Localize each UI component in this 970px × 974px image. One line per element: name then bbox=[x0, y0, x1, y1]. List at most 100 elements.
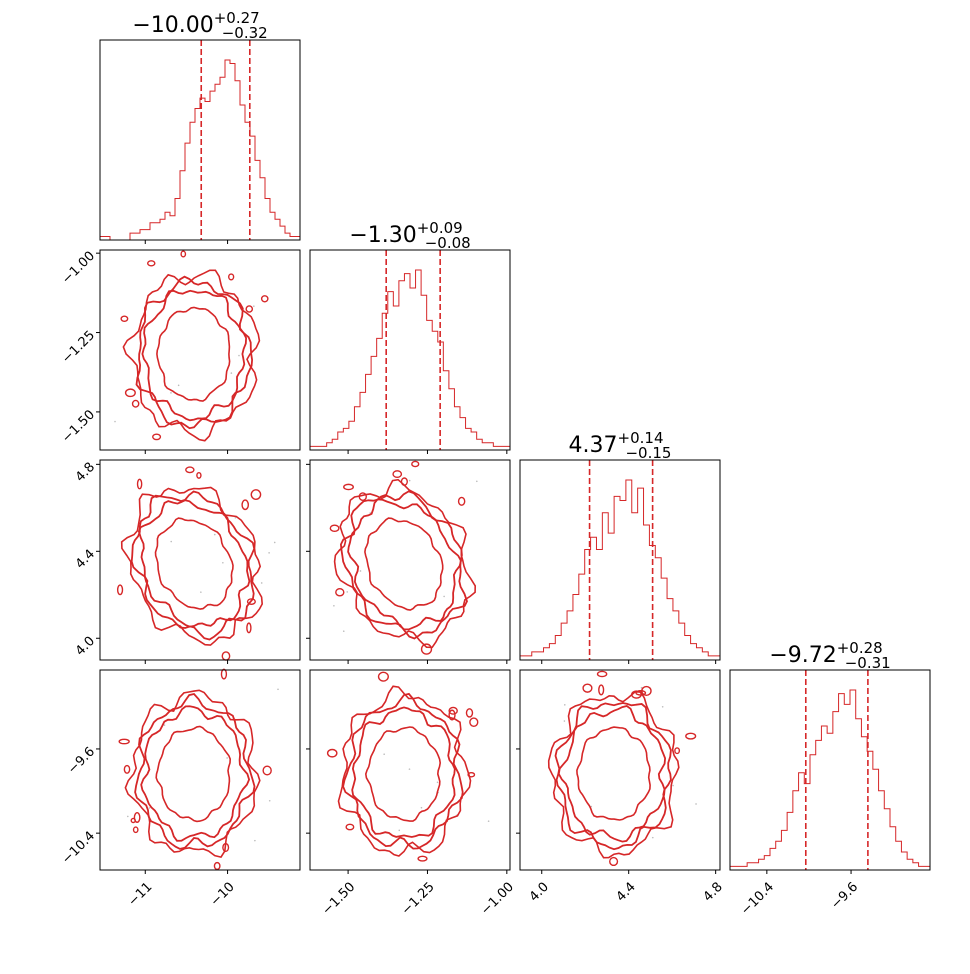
y-tick-label: −1.00 bbox=[59, 249, 98, 288]
contour-level-1 bbox=[137, 499, 251, 628]
contour-level-1 bbox=[347, 498, 462, 631]
panel-title-1: −1.30+0.09 −0.08 bbox=[349, 219, 470, 252]
contour-level-0 bbox=[364, 517, 444, 611]
contour-island bbox=[152, 433, 162, 441]
contour-island bbox=[196, 471, 202, 479]
panel-frame-2-0 bbox=[99, 459, 301, 661]
contour-island bbox=[245, 305, 254, 313]
contour-island bbox=[457, 496, 466, 506]
histogram-panel-2: 4.37+0.14 −0.15 bbox=[519, 429, 721, 660]
contour-level-2 bbox=[554, 702, 672, 851]
contour-panel-3-0 bbox=[118, 668, 279, 871]
contour-island bbox=[598, 684, 605, 696]
y-tick-label: −1.50 bbox=[59, 407, 98, 446]
contour-panel-3-2 bbox=[547, 670, 697, 867]
contour-island bbox=[147, 260, 156, 267]
contour-island bbox=[260, 295, 269, 303]
panel-title-3: −9.72+0.28 −0.31 bbox=[769, 639, 890, 672]
contour-island bbox=[326, 748, 338, 758]
panel-frame-2-2 bbox=[519, 459, 721, 661]
panel-title-2: 4.37+0.14 −0.15 bbox=[569, 429, 672, 462]
x-tick-label: −10.4 bbox=[738, 880, 777, 919]
contour-island bbox=[465, 708, 474, 718]
contour-island bbox=[180, 250, 187, 258]
x-tick-label: 4.8 bbox=[701, 880, 726, 905]
contour-island bbox=[392, 470, 403, 479]
contour-panel-2-0 bbox=[116, 466, 276, 661]
contour-island bbox=[222, 842, 230, 853]
contour-panel-2-1 bbox=[329, 460, 478, 655]
contour-level-0 bbox=[155, 725, 232, 823]
panel-frame-0-0 bbox=[99, 39, 301, 241]
panel-frame-2-1 bbox=[309, 459, 511, 661]
contour-island bbox=[133, 812, 141, 823]
x-tick-label: −11 bbox=[125, 880, 155, 910]
contour-island bbox=[118, 738, 130, 745]
contour-island bbox=[411, 460, 420, 468]
contour-level-3 bbox=[122, 269, 261, 442]
contour-island bbox=[674, 747, 681, 755]
y-tick-label: −9.6 bbox=[65, 744, 98, 777]
contour-island bbox=[448, 709, 456, 721]
contour-island bbox=[641, 685, 652, 696]
contour-island bbox=[250, 489, 262, 500]
x-tick-label: 4.4 bbox=[614, 880, 639, 905]
contour-island bbox=[448, 706, 458, 715]
histogram-steps-1 bbox=[309, 269, 511, 450]
contour-island bbox=[241, 499, 250, 511]
contour-level-1 bbox=[141, 289, 248, 422]
contour-island bbox=[120, 315, 129, 323]
panel-frame-3-0 bbox=[99, 669, 301, 871]
contour-island bbox=[116, 584, 124, 596]
contour-island bbox=[343, 483, 354, 491]
contour-island bbox=[213, 861, 221, 871]
y-tick-label: −10.4 bbox=[59, 829, 98, 868]
panel-frame-1-0 bbox=[99, 249, 301, 451]
contour-level-3 bbox=[120, 486, 264, 646]
contour-level-2 bbox=[342, 692, 464, 850]
contour-level-2 bbox=[135, 275, 254, 430]
contour-island bbox=[417, 855, 428, 862]
contour-island bbox=[262, 765, 272, 776]
contour-island bbox=[124, 388, 136, 398]
contour-level-1 bbox=[351, 706, 456, 838]
contour-island bbox=[329, 524, 340, 533]
contour-island bbox=[132, 826, 139, 834]
panel-title-0: −10.00+0.27 −0.32 bbox=[132, 9, 267, 42]
contour-level-3 bbox=[124, 689, 261, 859]
contour-island bbox=[246, 622, 252, 634]
x-tick-label: −1.50 bbox=[319, 880, 358, 919]
contour-island bbox=[221, 651, 231, 661]
histogram-steps-3 bbox=[729, 689, 931, 870]
panel-frame-3-1 bbox=[309, 669, 511, 871]
y-tick-label: −1.25 bbox=[59, 328, 98, 367]
contour-level-0 bbox=[576, 726, 651, 821]
contour-island bbox=[335, 588, 345, 597]
contour-island bbox=[469, 717, 479, 728]
contour-level-3 bbox=[337, 685, 472, 857]
panel-frame-3-2 bbox=[519, 669, 721, 871]
contour-island bbox=[596, 670, 608, 678]
y-tick-label: 4.8 bbox=[73, 460, 98, 485]
contour-island bbox=[631, 690, 642, 699]
histogram-steps-2 bbox=[519, 479, 721, 660]
contour-island bbox=[123, 764, 131, 774]
contour-island bbox=[609, 856, 619, 867]
contour-panel-3-1 bbox=[326, 671, 490, 862]
histogram-panel-0: −10.00+0.27 −0.32 bbox=[99, 9, 301, 241]
x-tick-label: −1.00 bbox=[478, 880, 517, 919]
contour-island bbox=[420, 643, 433, 655]
contour-level-2 bbox=[339, 490, 468, 640]
histogram-panel-3: −9.72+0.28 −0.31 bbox=[729, 639, 931, 870]
contour-level-0 bbox=[364, 726, 442, 822]
panel-frame-1-1 bbox=[309, 249, 511, 451]
panel-frame-3-3 bbox=[729, 669, 931, 871]
contour-island bbox=[358, 492, 367, 501]
contour-level-3 bbox=[547, 691, 680, 859]
contour-level-0 bbox=[154, 517, 234, 610]
contour-island bbox=[246, 598, 256, 605]
contour-island bbox=[185, 466, 195, 474]
contour-island bbox=[220, 668, 228, 680]
contour-level-0 bbox=[156, 306, 231, 402]
